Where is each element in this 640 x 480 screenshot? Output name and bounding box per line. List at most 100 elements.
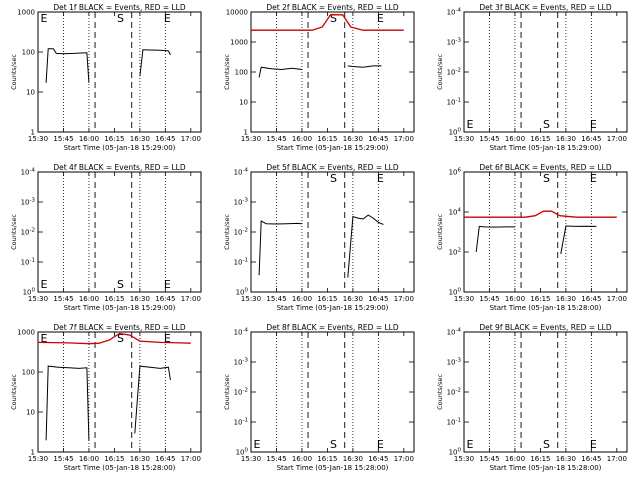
chart-title: Det 3f BLACK = Events, RED = LLD bbox=[479, 3, 612, 12]
x-tick-label: 15:45 bbox=[479, 295, 499, 303]
x-tick-label: 17:00 bbox=[394, 455, 414, 463]
plot-frame bbox=[37, 331, 202, 453]
event-marker-e: E bbox=[467, 438, 474, 451]
events-line bbox=[45, 48, 90, 83]
x-tick-label: 16:15 bbox=[317, 135, 337, 143]
x-tick-label: 15:30 bbox=[241, 295, 261, 303]
y-tick-label: 10-3 bbox=[21, 198, 36, 207]
event-marker-e: E bbox=[377, 172, 384, 185]
plot-frame bbox=[37, 11, 202, 133]
x-tick-label: 16:30 bbox=[556, 135, 576, 143]
y-tick-label: 1000 bbox=[17, 9, 35, 17]
y-axis-label: Counts/sec bbox=[10, 214, 18, 250]
y-tick-label: 10-1 bbox=[234, 418, 248, 427]
x-tick-label: 16:00 bbox=[292, 295, 312, 303]
x-tick-label: 16:45 bbox=[155, 135, 175, 143]
event-marker-e: E bbox=[377, 438, 384, 451]
x-axis-label: Start Time (05-Jan-18 15:28:00) bbox=[277, 464, 389, 472]
event-marker-s: S bbox=[543, 118, 550, 131]
y-axis-label: Counts/sec bbox=[10, 54, 18, 90]
event-marker-e: E bbox=[164, 332, 171, 345]
x-tick-label: 17:00 bbox=[181, 455, 201, 463]
x-tick-label: 16:00 bbox=[292, 455, 312, 463]
event-marker-e: E bbox=[590, 172, 597, 185]
y-tick-label: 10-2 bbox=[234, 388, 248, 397]
y-axis-label: Counts/sec bbox=[223, 374, 231, 410]
event-marker-e: E bbox=[590, 118, 597, 131]
event-marker-e: E bbox=[164, 12, 171, 25]
x-tick-label: 16:15 bbox=[530, 135, 550, 143]
chart-title: Det 6f BLACK = Events, RED = LLD bbox=[479, 163, 612, 172]
x-tick-label: 16:45 bbox=[368, 135, 388, 143]
y-tick-label: 10 bbox=[26, 89, 35, 97]
y-tick-label: 10-3 bbox=[234, 358, 249, 367]
x-tick-label: 15:45 bbox=[266, 455, 286, 463]
x-tick-label: 16:00 bbox=[505, 295, 525, 303]
events-line bbox=[475, 225, 515, 253]
x-tick-label: 17:00 bbox=[394, 295, 414, 303]
x-tick-label: 17:00 bbox=[181, 135, 201, 143]
x-axis-label: Start Time (05-Jan-18 15:29:00) bbox=[64, 304, 176, 312]
event-marker-s: S bbox=[117, 278, 124, 291]
y-tick-label: 10-1 bbox=[234, 258, 248, 267]
x-tick-label: 15:45 bbox=[53, 295, 73, 303]
chart-title: Det 9f BLACK = Events, RED = LLD bbox=[479, 323, 612, 332]
x-tick-label: 16:45 bbox=[368, 295, 388, 303]
y-axis-label: Counts/sec bbox=[223, 214, 231, 250]
y-tick-label: 106 bbox=[449, 168, 462, 177]
x-tick-label: 16:30 bbox=[556, 455, 576, 463]
chart-panel-2: Det 2f BLACK = Events, RED = LLD 15:30 15:… bbox=[223, 3, 415, 152]
y-tick-label: 1 bbox=[31, 449, 35, 457]
chart-panel-9: Det 9f BLACK = Events, RED = LLD 15:30 15:… bbox=[436, 323, 628, 472]
x-axis-label: Start Time (05-Jan-18 15:29:00) bbox=[490, 144, 602, 152]
events-line bbox=[134, 365, 171, 434]
events-line bbox=[347, 65, 382, 68]
x-tick-label: 16:30 bbox=[556, 295, 576, 303]
x-tick-label: 16:00 bbox=[79, 295, 99, 303]
y-tick-label: 10 bbox=[239, 99, 248, 107]
event-marker-e: E bbox=[467, 118, 474, 131]
x-tick-label: 16:45 bbox=[368, 455, 388, 463]
y-tick-label: 100 bbox=[23, 288, 36, 297]
y-tick-label: 10-2 bbox=[447, 388, 461, 397]
lld-line bbox=[37, 332, 191, 345]
y-axis-label: Counts/sec bbox=[436, 54, 444, 90]
y-tick-label: 1 bbox=[244, 129, 248, 137]
event-marker-s: S bbox=[117, 12, 124, 25]
y-tick-label: 10-4 bbox=[447, 328, 462, 337]
x-tick-label: 16:30 bbox=[343, 455, 363, 463]
x-tick-label: 15:45 bbox=[266, 295, 286, 303]
event-marker-e: E bbox=[590, 438, 597, 451]
event-marker-e: E bbox=[41, 332, 48, 345]
x-tick-label: 16:15 bbox=[317, 295, 337, 303]
x-axis-label: Start Time (05-Jan-18 15:29:00) bbox=[64, 144, 176, 152]
x-tick-label: 16:15 bbox=[104, 135, 124, 143]
plot-frame bbox=[250, 331, 415, 453]
event-marker-s: S bbox=[543, 438, 550, 451]
x-tick-label: 16:45 bbox=[155, 295, 175, 303]
x-tick-label: 16:30 bbox=[343, 135, 363, 143]
chart-title: Det 4f BLACK = Events, RED = LLD bbox=[53, 163, 186, 172]
y-tick-label: 100 bbox=[22, 49, 35, 57]
y-tick-label: 10-1 bbox=[447, 418, 461, 427]
plot-frame bbox=[463, 171, 628, 293]
y-tick-label: 10-3 bbox=[234, 198, 249, 207]
x-tick-label: 15:45 bbox=[479, 455, 499, 463]
y-tick-label: 10-2 bbox=[234, 228, 248, 237]
event-marker-e: E bbox=[254, 438, 261, 451]
y-axis-label: Counts/sec bbox=[436, 214, 444, 250]
plot-frame bbox=[250, 171, 415, 293]
y-tick-label: 100 bbox=[449, 288, 462, 297]
x-tick-label: 16:45 bbox=[581, 295, 601, 303]
y-tick-label: 10 bbox=[26, 409, 35, 417]
x-tick-label: 15:30 bbox=[28, 135, 48, 143]
x-tick-label: 16:00 bbox=[292, 135, 312, 143]
y-tick-label: 100 bbox=[449, 128, 462, 137]
y-tick-label: 10-4 bbox=[447, 8, 462, 17]
y-tick-label: 100 bbox=[236, 448, 249, 457]
events-line bbox=[560, 225, 597, 254]
chart-title: Det 8f BLACK = Events, RED = LLD bbox=[266, 323, 399, 332]
plot-frame bbox=[463, 331, 628, 453]
chart-panel-6: Det 6f BLACK = Events, RED = LLD 15:30 15:… bbox=[436, 163, 628, 312]
events-line bbox=[258, 66, 302, 78]
